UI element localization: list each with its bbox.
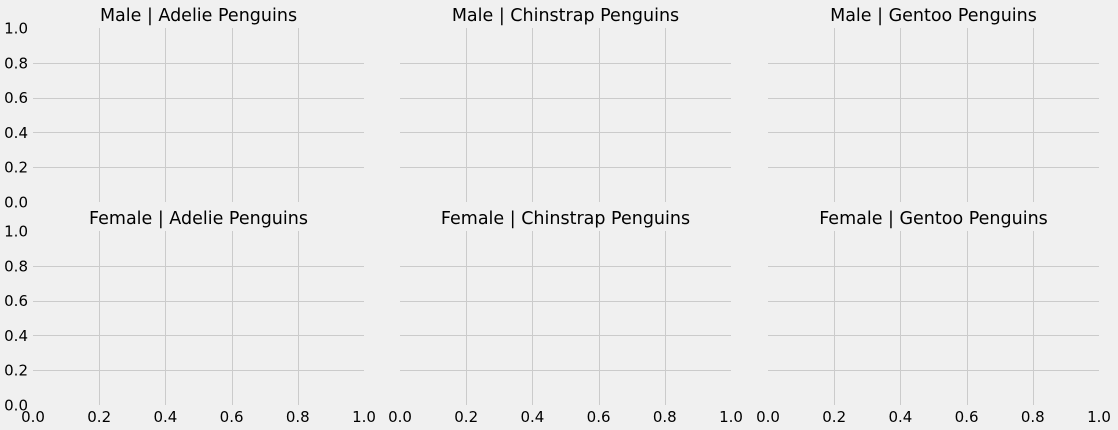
- x-tick-label: 0.4: [888, 408, 912, 426]
- x-tick-label: 0.6: [955, 408, 979, 426]
- x-tick-label: 1.0: [352, 408, 376, 426]
- facet-panel: Male | Adelie Penguins 0.0 0.2 0.4 0.6 0.8 1.0: [4, 6, 364, 212]
- y-tick-label: 0.0: [4, 194, 28, 212]
- x-tick-label: 1.0: [1087, 408, 1111, 426]
- facet-panel: Female | Chinstrap Penguins 0.0 0.2 0.4 0.6 0…: [388, 209, 743, 426]
- facet-panel: Female | Gentoo Penguins 0.0 0.2 0.4 0.6 0.8 1…: [756, 209, 1111, 426]
- x-tick-label: 0.6: [587, 408, 611, 426]
- x-tick-label: 0.2: [822, 408, 846, 426]
- y-tick-label: 1.0: [4, 20, 28, 38]
- x-tick-label: 0.0: [21, 408, 45, 426]
- facet-panel: Male | Gentoo Penguins: [768, 6, 1099, 202]
- panel-title: Male | Gentoo Penguins: [830, 6, 1037, 26]
- y-tick-label: 0.8: [4, 257, 28, 275]
- panel-title: Female | Chinstrap Penguins: [441, 209, 690, 229]
- facet-panel: Male | Chinstrap Penguins: [400, 6, 731, 202]
- y-tick-label: 0.4: [4, 327, 28, 345]
- x-tick-label: 0.8: [286, 408, 310, 426]
- panel-title: Male | Chinstrap Penguins: [452, 6, 679, 26]
- panel-title: Male | Adelie Penguins: [100, 6, 297, 26]
- panel-title: Female | Adelie Penguins: [89, 209, 308, 229]
- x-tick-label: 0.0: [388, 408, 412, 426]
- y-tick-label: 0.6: [4, 292, 28, 310]
- facet-panel: Female | Adelie Penguins 0.0 0.2 0.4 0.6 0.8 1…: [4, 209, 376, 426]
- x-tick-label: 0.2: [87, 408, 111, 426]
- y-tick-label: 0.8: [4, 54, 28, 72]
- y-tick-label: 0.0: [4, 397, 28, 415]
- x-tick-label: 0.4: [520, 408, 544, 426]
- x-tick-label: 0.8: [1021, 408, 1045, 426]
- panel-title: Female | Gentoo Penguins: [819, 209, 1048, 229]
- x-tick-label: 0.4: [153, 408, 177, 426]
- x-tick-label: 0.8: [653, 408, 677, 426]
- y-tick-label: 0.4: [4, 124, 28, 142]
- x-tick-label: 1.0: [719, 408, 743, 426]
- y-tick-label: 0.6: [4, 89, 28, 107]
- x-tick-label: 0.0: [756, 408, 780, 426]
- x-tick-label: 0.6: [220, 408, 244, 426]
- y-tick-label: 0.2: [4, 362, 28, 380]
- x-tick-label: 0.2: [454, 408, 478, 426]
- y-tick-label: 0.2: [4, 159, 28, 177]
- y-tick-label: 1.0: [4, 223, 28, 241]
